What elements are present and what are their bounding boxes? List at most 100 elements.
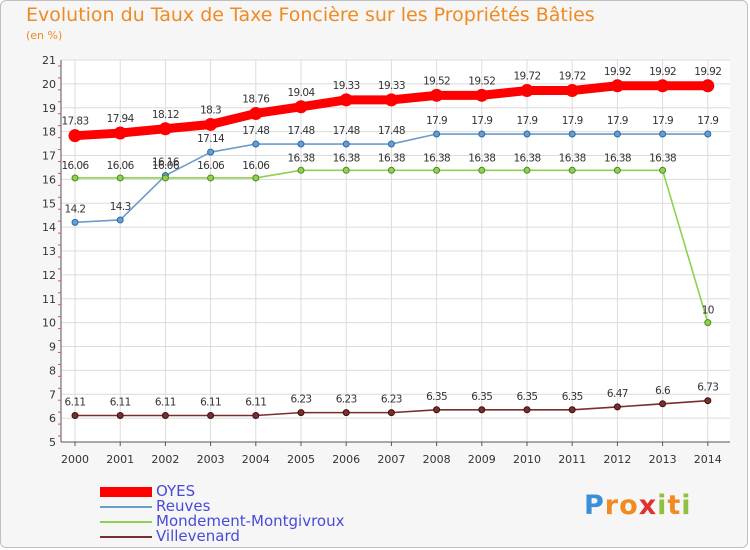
data-label: 19.04 xyxy=(287,87,315,99)
legend-item: Reuves xyxy=(100,499,345,514)
data-label: 6.35 xyxy=(562,391,583,403)
data-label: 16.16 xyxy=(152,157,180,169)
data-label: 6.23 xyxy=(291,394,312,406)
data-label: 17.14 xyxy=(197,133,225,145)
data-point xyxy=(568,166,576,174)
x-tick-label: 2004 xyxy=(242,453,270,466)
data-label: 6.73 xyxy=(697,382,718,394)
data-point xyxy=(704,319,712,327)
data-point xyxy=(430,88,444,102)
data-label: 17.9 xyxy=(562,115,583,127)
data-point xyxy=(704,397,712,405)
data-point xyxy=(433,130,441,138)
logo-letter: P xyxy=(584,490,605,521)
data-point xyxy=(249,106,263,120)
chart-title: Evolution du Taux de Taxe Foncière sur l… xyxy=(26,4,595,26)
data-label: 17.48 xyxy=(378,125,405,137)
data-point xyxy=(478,406,486,414)
data-point xyxy=(294,100,308,114)
y-tick-label: 17 xyxy=(42,150,56,163)
data-point xyxy=(656,79,670,93)
y-tick-label: 18 xyxy=(42,126,56,139)
data-point xyxy=(478,166,486,174)
logo-letter: o xyxy=(619,490,639,521)
data-label: 18.3 xyxy=(200,104,221,116)
data-point xyxy=(71,411,79,419)
data-label: 17.9 xyxy=(426,115,447,127)
legend-item: OYES xyxy=(100,484,345,499)
data-point xyxy=(161,411,169,419)
data-label: 6.6 xyxy=(655,385,671,397)
data-label: 19.52 xyxy=(468,75,495,87)
data-point xyxy=(610,79,624,93)
logo-letter: i xyxy=(681,490,692,521)
data-label: 16.38 xyxy=(287,152,314,164)
data-label: 19.33 xyxy=(333,80,360,92)
data-point xyxy=(613,130,621,138)
data-point xyxy=(523,130,531,138)
data-label: 18.12 xyxy=(152,109,179,121)
data-point xyxy=(204,117,218,131)
data-point xyxy=(520,84,534,98)
data-label: 6.23 xyxy=(336,394,357,406)
data-point xyxy=(433,406,441,414)
legend-label: Mondement-Montgivroux xyxy=(156,512,345,530)
data-point xyxy=(659,130,667,138)
y-tick-label: 13 xyxy=(42,245,56,258)
data-label: 19.52 xyxy=(423,75,450,87)
x-tick-label: 2014 xyxy=(694,453,722,466)
data-point xyxy=(565,84,579,98)
data-point xyxy=(387,140,395,148)
x-tick-label: 2005 xyxy=(287,453,315,466)
data-label: 16.38 xyxy=(423,152,450,164)
data-point xyxy=(568,406,576,414)
data-label: 17.94 xyxy=(107,113,135,125)
x-tick-label: 2001 xyxy=(106,453,134,466)
data-label: 19.72 xyxy=(559,71,586,83)
chart-legend: OYES Reuves Mondement-Montgivroux Villevena… xyxy=(100,484,345,544)
data-point xyxy=(475,88,489,102)
data-point xyxy=(158,122,172,136)
data-point xyxy=(252,140,260,148)
data-point xyxy=(252,174,260,182)
data-point xyxy=(68,129,82,143)
data-label: 16.38 xyxy=(559,152,586,164)
data-point xyxy=(297,166,305,174)
data-label: 6.11 xyxy=(155,396,176,408)
y-tick-label: 16 xyxy=(42,173,56,186)
data-label: 6.23 xyxy=(381,394,402,406)
data-point xyxy=(704,130,712,138)
data-point xyxy=(297,409,305,417)
data-point xyxy=(207,174,215,182)
data-point xyxy=(613,403,621,411)
data-point xyxy=(71,174,79,182)
x-tick-label: 2013 xyxy=(649,453,677,466)
data-point xyxy=(613,166,621,174)
data-point xyxy=(387,409,395,417)
data-point xyxy=(478,130,486,138)
y-tick-label: 5 xyxy=(49,436,56,449)
data-point xyxy=(659,166,667,174)
data-label: 6.11 xyxy=(245,396,266,408)
data-point xyxy=(433,166,441,174)
data-label: 19.92 xyxy=(694,66,721,78)
y-tick-label: 8 xyxy=(49,364,56,377)
data-label: 17.83 xyxy=(61,116,88,128)
y-tick-label: 10 xyxy=(42,317,56,330)
y-tick-label: 11 xyxy=(42,293,56,306)
data-point xyxy=(207,411,215,419)
data-point xyxy=(161,174,169,182)
y-tick-label: 7 xyxy=(49,388,56,401)
data-label: 17.48 xyxy=(242,125,269,137)
data-point xyxy=(252,411,260,419)
x-tick-label: 2007 xyxy=(377,453,405,466)
logo-letter: t xyxy=(667,490,682,521)
y-tick-label: 9 xyxy=(49,341,56,354)
legend-item: Mondement-Montgivroux xyxy=(100,514,345,529)
data-point xyxy=(342,409,350,417)
data-label: 16.06 xyxy=(61,160,89,172)
data-point xyxy=(523,406,531,414)
data-label: 16.06 xyxy=(152,160,180,172)
data-label: 16.38 xyxy=(649,152,676,164)
